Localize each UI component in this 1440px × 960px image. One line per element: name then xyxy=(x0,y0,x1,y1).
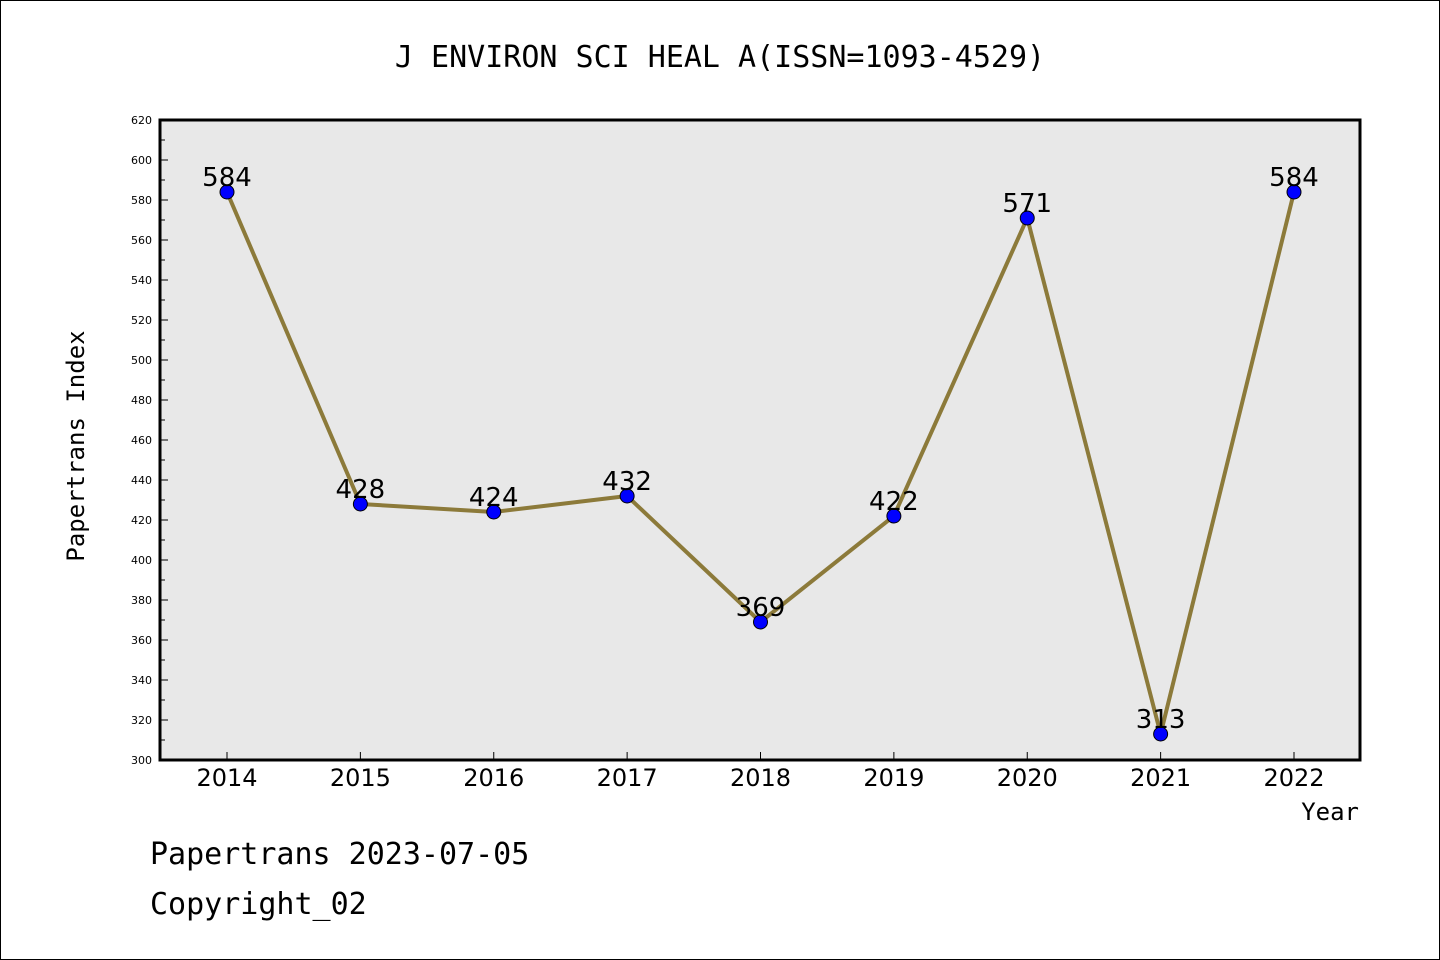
x-tick-label: 2020 xyxy=(997,764,1058,792)
y-tick-label: 420 xyxy=(131,514,152,527)
x-tick-label: 2014 xyxy=(196,764,257,792)
data-label-group: 584 428 424 432 369 422 571 313 584 xyxy=(202,163,1319,735)
data-label: 369 xyxy=(736,593,786,623)
y-tick-label: 480 xyxy=(131,394,152,407)
x-tick-label: 2016 xyxy=(463,764,524,792)
data-label: 313 xyxy=(1136,705,1186,735)
y-tick-label: 560 xyxy=(131,234,152,247)
y-tick-label: 540 xyxy=(131,274,152,287)
y-tick-label: 400 xyxy=(131,554,152,567)
chart-title: J ENVIRON SCI HEAL A(ISSN=1093-4529) xyxy=(395,40,1045,75)
y-tick-label: 440 xyxy=(131,474,152,487)
data-label: 571 xyxy=(1002,189,1052,219)
data-point xyxy=(219,184,235,200)
y-tick-label: 460 xyxy=(131,434,152,447)
x-axis: 2014 2015 2016 2017 2018 2019 2020 2021 2022 xyxy=(196,752,1325,792)
data-point xyxy=(619,488,635,504)
data-label: 584 xyxy=(1269,163,1319,193)
data-point xyxy=(1153,726,1169,742)
data-point xyxy=(1286,184,1302,200)
y-tick-label: 340 xyxy=(131,674,152,687)
x-tick-label: 2022 xyxy=(1263,764,1324,792)
y-tick-label: 500 xyxy=(131,354,152,367)
data-point xyxy=(486,504,502,520)
x-tick-label: 2019 xyxy=(863,764,924,792)
footer-date: Papertrans 2023-07-05 xyxy=(150,837,529,872)
y-tick-label: 360 xyxy=(131,634,152,647)
y-tick-label: 300 xyxy=(131,754,152,767)
y-tick-label: 380 xyxy=(131,594,152,607)
x-tick-label: 2018 xyxy=(730,764,791,792)
data-label: 584 xyxy=(202,163,252,193)
series-group xyxy=(219,184,1302,742)
data-point xyxy=(753,614,768,630)
y-tick-label: 520 xyxy=(131,314,152,327)
data-label: 432 xyxy=(602,467,652,497)
plot-area xyxy=(160,120,1360,760)
data-point xyxy=(886,508,902,524)
y-tick-label: 320 xyxy=(131,714,152,727)
data-label: 424 xyxy=(469,483,519,513)
footer-copyright: Copyright_02 xyxy=(150,887,367,922)
y-tick-label: 600 xyxy=(131,154,152,167)
data-label: 422 xyxy=(869,487,919,517)
data-point xyxy=(1019,210,1035,226)
x-axis-label: Year xyxy=(1301,798,1359,826)
plot-border xyxy=(158,118,1362,762)
y-tick-label: 620 xyxy=(131,114,152,127)
x-tick-label: 2017 xyxy=(597,764,658,792)
x-tick-label: 2021 xyxy=(1130,764,1191,792)
y-axis-label: Papertrans Index xyxy=(62,330,90,561)
data-label: 428 xyxy=(336,475,386,505)
y-tick-label: 580 xyxy=(131,194,152,207)
data-point xyxy=(352,496,368,512)
x-tick-label: 2015 xyxy=(330,764,391,792)
